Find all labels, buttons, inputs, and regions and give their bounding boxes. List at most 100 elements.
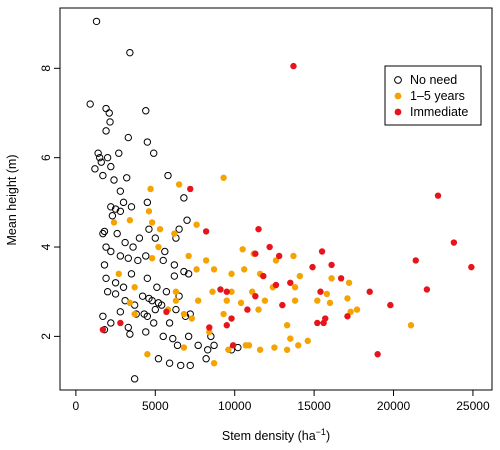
point-no-need [204,346,212,354]
point-immediate [117,319,124,327]
point-no-need [102,274,110,283]
point-no-need [186,361,194,370]
point-1-5-years [210,266,218,273]
point-no-need [102,127,110,135]
point-immediate [318,248,326,255]
y-axis-title: Mean height (m) [5,154,19,245]
point-immediate [223,322,230,329]
point-immediate [260,272,267,280]
legend-label-1-5-years: 1–5 years [410,89,465,103]
point-no-need [116,308,125,316]
point-1-5-years [180,310,188,318]
point-no-need [153,283,161,291]
point-no-need [116,207,125,215]
point-no-need [106,118,114,126]
legend: No need 1–5 years Immediate [384,65,482,126]
point-no-need [175,225,183,233]
point-1-5-years [145,208,153,215]
point-no-need [99,229,107,238]
point-no-need [108,212,117,220]
legend-marker-immediate [394,108,402,116]
point-immediate [412,257,419,264]
point-immediate [228,315,235,322]
point-1-5-years [148,254,156,262]
point-1-5-years [283,346,291,353]
point-no-need [102,104,110,113]
point-1-5-years [283,322,291,329]
point-no-need [165,319,174,327]
point-1-5-years [206,328,213,336]
point-no-need [103,288,112,296]
point-immediate [272,281,280,289]
point-no-need [119,283,128,291]
point-immediate [317,288,324,295]
point-immediate [163,308,170,316]
point-no-need [162,288,171,296]
point-no-need [111,205,120,213]
point-immediate [320,319,327,327]
point-no-need [97,158,105,166]
legend-marker-no-need [394,76,402,84]
point-no-need [130,375,139,383]
point-immediate [387,301,394,309]
point-1-5-years [291,297,299,304]
point-no-need [142,328,150,336]
point-no-need [111,279,120,287]
point-no-need [126,330,134,338]
point-1-5-years [194,297,202,304]
point-1-5-years [347,308,354,316]
point-1-5-years [209,288,216,295]
point-immediate [255,225,262,233]
point-1-5-years [131,310,138,318]
y-tick-label: 8 [39,65,53,72]
point-1-5-years [296,272,304,280]
point-no-need [161,247,169,256]
point-no-need [194,341,202,350]
point-1-5-years [193,221,200,228]
point-immediate [252,250,259,257]
point-no-need [164,171,172,180]
point-immediate [423,286,431,293]
point-1-5-years [326,299,334,307]
point-immediate [266,243,273,251]
point-no-need [177,361,185,370]
point-no-need [111,290,120,298]
point-no-need [127,203,136,211]
point-no-need [94,149,102,157]
point-immediate [99,326,107,333]
point-immediate [202,228,210,235]
y-tick-label: 6 [39,154,53,161]
point-1-5-years [171,230,178,237]
point-immediate [450,239,458,246]
point-immediate [244,306,251,313]
point-no-need [175,292,183,300]
legend-marker-1-5-years [394,92,402,100]
point-no-need [91,165,99,173]
point-no-need [107,203,115,211]
point-1-5-years [180,344,188,351]
point-1-5-years [156,225,164,233]
point-no-need [159,332,167,341]
point-immediate [344,313,351,320]
point-no-need [99,312,107,320]
point-1-5-years [271,344,278,351]
point-no-need [116,252,125,260]
point-no-need [100,261,109,269]
point-no-need [107,319,115,327]
point-1-5-years [131,284,138,291]
point-no-need [173,341,182,350]
point-no-need [121,238,129,247]
x-tick-label: 15000 [297,399,331,413]
point-1-5-years [185,252,192,260]
x-tick-label: 0 [73,399,80,413]
point-no-need [143,138,152,146]
point-1-5-years [210,359,218,367]
point-no-need [150,149,158,157]
point-1-5-years [223,297,230,304]
point-no-need [124,323,132,332]
point-no-need [86,100,94,108]
point-immediate [337,275,345,282]
point-no-need [145,225,153,233]
point-no-need [119,198,128,207]
point-1-5-years [353,306,361,313]
